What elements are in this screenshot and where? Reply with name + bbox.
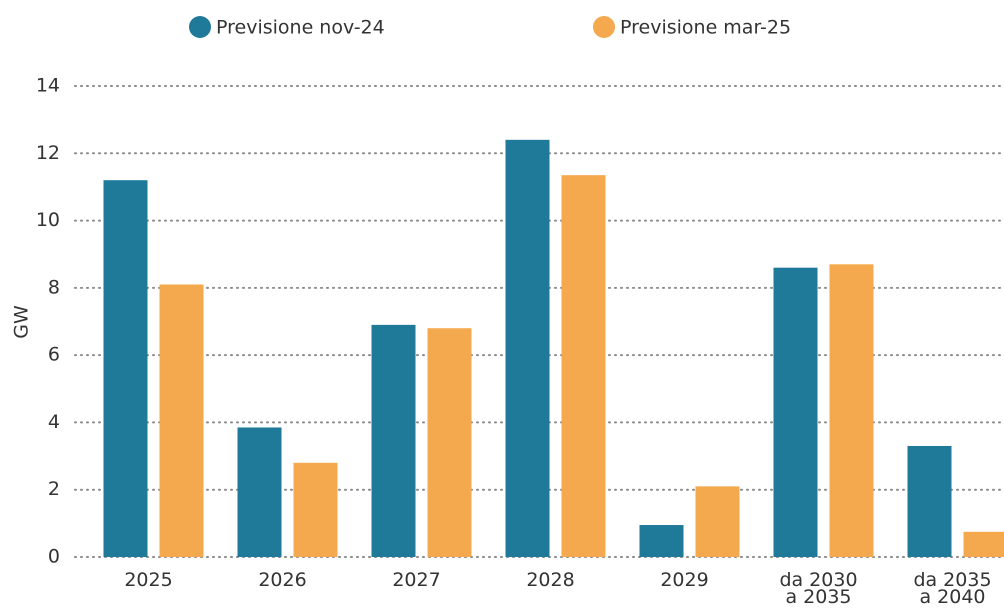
legend-label: Previsione nov-24 [216, 17, 385, 39]
bar [695, 486, 740, 557]
x-tick-label: 2025 [124, 569, 173, 591]
bar [371, 324, 416, 557]
bar [639, 525, 684, 557]
y-tick-label: 14 [36, 75, 60, 97]
bar [773, 267, 818, 557]
bar [907, 445, 952, 557]
y-tick-label: 6 [48, 344, 60, 366]
legend-label: Previsione mar-25 [620, 17, 791, 39]
y-tick-label: 0 [48, 546, 60, 568]
x-tick-label: 2027 [392, 569, 441, 591]
legend-marker [593, 16, 615, 38]
bar [505, 139, 550, 558]
x-tick-label: 2028 [526, 569, 575, 591]
bar [103, 180, 148, 557]
bar [293, 462, 338, 557]
x-tick-label: 2029 [660, 569, 709, 591]
bar [237, 427, 282, 557]
bar [159, 284, 204, 557]
x-tick-label: da 2030 a 2035 [779, 569, 858, 608]
bar [829, 264, 874, 557]
x-tick-label: 2026 [258, 569, 307, 591]
y-tick-label: 4 [48, 411, 60, 433]
y-tick-label: 10 [36, 209, 60, 231]
bar [427, 328, 472, 557]
x-tick-label: da 2035 a 2040 [913, 569, 992, 608]
bar [963, 531, 1004, 557]
y-tick-label: 2 [48, 478, 60, 500]
y-tick-label: 8 [48, 276, 60, 298]
y-tick-label: 12 [36, 142, 60, 164]
bar [561, 175, 606, 557]
legend-marker [189, 16, 211, 38]
y-axis-label: GW [11, 305, 33, 339]
